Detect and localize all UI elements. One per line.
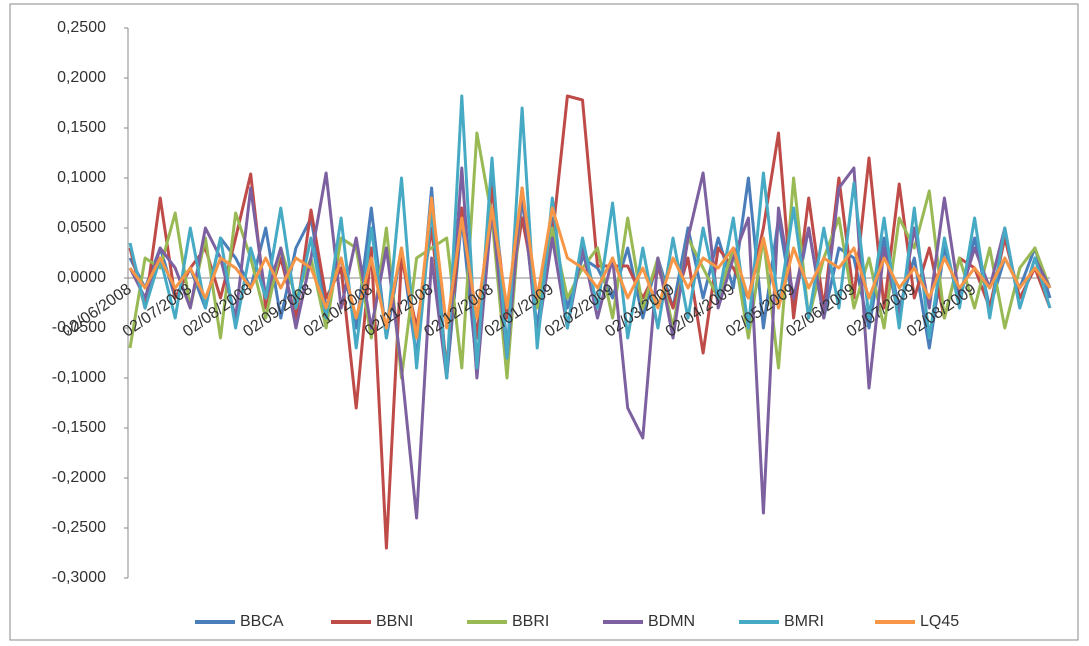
y-tick-label: -0,1500 — [52, 419, 106, 436]
y-tick-label: 0,2000 — [57, 69, 106, 86]
y-tick-label: -0,3000 — [52, 569, 106, 586]
y-tick-label: -0,2500 — [52, 519, 106, 536]
y-tick-label: 0,2500 — [57, 19, 106, 36]
legend-label: BBNI — [376, 613, 413, 630]
legend-label: BMRI — [784, 613, 824, 630]
y-tick-label: -0,2000 — [52, 469, 106, 486]
y-tick-label: 0,0500 — [57, 219, 106, 236]
legend-label: BBCA — [240, 613, 284, 630]
chart: 0,25000,20000,15000,10000,05000,0000-0,0… — [0, 0, 1089, 646]
y-tick-label: -0,1000 — [52, 369, 106, 386]
y-tick-label: 0,0000 — [57, 269, 106, 286]
legend-label: BBRI — [512, 613, 549, 630]
legend-label: LQ45 — [920, 613, 959, 630]
y-tick-label: 0,1500 — [57, 119, 106, 136]
y-tick-label: 0,1000 — [57, 169, 106, 186]
legend-label: BDMN — [648, 613, 695, 630]
